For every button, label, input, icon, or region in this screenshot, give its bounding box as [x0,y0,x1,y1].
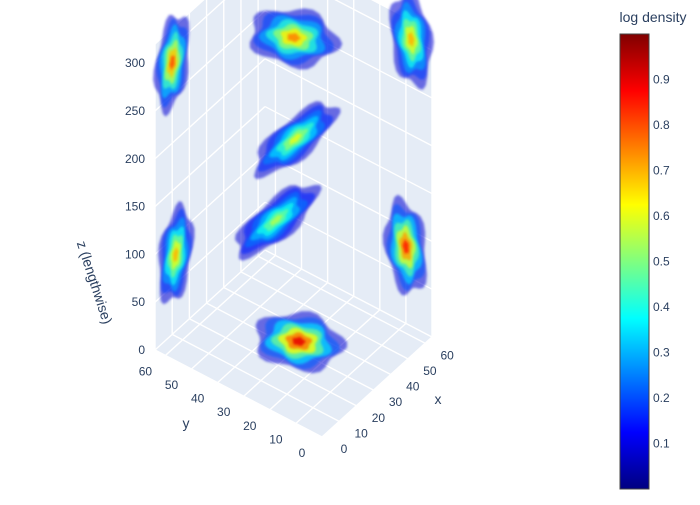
z-tick-label: 300 [125,56,145,70]
grid-line-x-floor [257,255,426,344]
colorbar-tick-label: 0.1 [653,437,670,451]
y-tick-label: 10 [269,432,283,446]
grid-line-z-back [154,106,266,208]
grid-line-y-floor [321,336,433,438]
density-blob [153,14,190,117]
density-blob [254,101,341,180]
z-tick-label: 0 [138,343,145,357]
grid-line-y-floor [164,254,276,356]
grid-line-z-side [264,249,433,338]
density-contour [287,33,301,43]
y-tick-label: 0 [299,446,306,460]
colorbar-ticks: 0.1 0.2 0.3 0.4 0.5 0.6 0.7 0.8 0.9 [653,73,670,451]
grid-line-z-back [154,249,266,351]
density-blob [255,311,348,374]
x-axis-title: x [435,391,442,407]
x-tick-label: 10 [355,426,369,440]
colorbar: log density 0.1 0.2 0.3 0.4 0.5 0.6 0.7 0.8 0.9 [619,9,687,490]
grid-line-y-floor [191,268,303,370]
y-ticks: 0 10 20 30 40 50 60 [139,364,306,460]
x-tick-label: 30 [389,395,403,409]
colorbar-tick-label: 0.4 [653,300,670,314]
density-contour [169,55,175,71]
y-tick-label: 20 [243,419,257,433]
grid-line-x-floor [240,271,409,360]
z-tick-label: 200 [125,152,145,166]
y-tick-label: 50 [165,378,179,392]
colorbar-tick-label: 0.7 [653,164,670,178]
colorbar-title: log density [620,9,687,25]
z-tick-label: 250 [125,104,145,118]
density-blobs [153,0,434,374]
colorbar-tick-label: 0.2 [653,391,670,405]
x-tick-label: 0 [341,442,348,456]
x-tick-label: 40 [406,380,420,394]
colorbar-tick-label: 0.3 [653,346,670,360]
grid-line-x-floor [171,333,340,422]
density-blob [158,201,195,305]
grid-line-x-floor [154,349,323,438]
density-blob [389,0,434,90]
y-tick-label: 60 [139,364,153,378]
x-tick-label: 20 [372,411,386,425]
x-tick-label: 50 [423,364,437,378]
colorbar-gradient [619,33,650,490]
density-contour [292,337,306,346]
z-ticks: 0 50 100 150 200 250 300 [125,56,145,357]
y-axis-title: y [183,415,190,431]
z-axis-title: z (lengthwise) [74,239,116,326]
grid-line-y-floor [295,322,407,424]
y-tick-label: 40 [191,392,205,406]
y-tick-label: 30 [217,405,231,419]
x-tick-label: 60 [440,348,454,362]
density-blob [249,8,343,70]
colorbar-tick-label: 0.8 [653,118,670,132]
grid-line-z-back [154,58,266,160]
density-blob [235,185,322,261]
density-contour [270,214,283,226]
colorbar-tick-label: 0.5 [653,255,670,269]
z-tick-label: 150 [125,200,145,214]
density-contour [289,133,302,145]
z-tick-label: 50 [132,295,146,309]
colorbar-tick-label: 0.6 [653,209,670,223]
density-blob [382,194,427,296]
z-tick-label: 100 [125,247,145,261]
density-contour [408,32,415,47]
density-contour [173,247,179,262]
density-contour [402,239,409,254]
colorbar-tick-label: 0.9 [653,73,670,87]
grid-line-z-side [264,58,433,147]
